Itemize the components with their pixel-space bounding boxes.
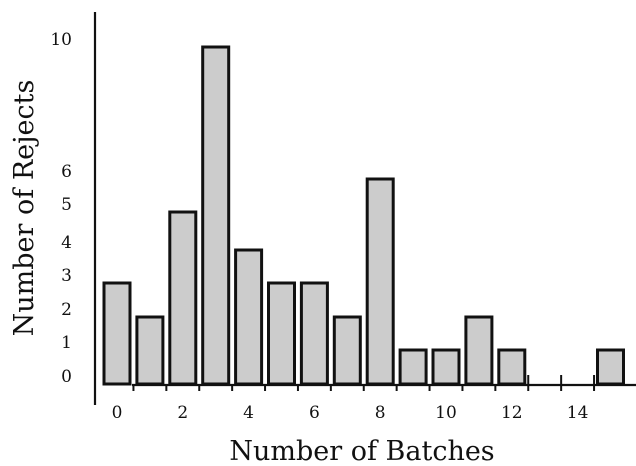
y-tick-label: 5 bbox=[61, 195, 72, 215]
bar-11 bbox=[464, 315, 494, 386]
x-tick-label: 4 bbox=[243, 403, 254, 423]
bar-9 bbox=[398, 348, 428, 386]
x-tick-label: 14 bbox=[567, 403, 589, 423]
y-tick-label: 6 bbox=[61, 162, 72, 182]
x-tick-label: 0 bbox=[112, 403, 123, 423]
y-axis-title: Number of Rejects bbox=[9, 80, 40, 337]
bar-2 bbox=[168, 210, 198, 386]
x-tick-label: 6 bbox=[309, 403, 320, 423]
bar-12 bbox=[497, 348, 527, 386]
bars-layer bbox=[102, 45, 625, 386]
bar-10 bbox=[431, 348, 461, 386]
bar-7 bbox=[332, 315, 362, 386]
y-tick-label: 0 bbox=[61, 367, 72, 387]
bar-8 bbox=[365, 177, 395, 386]
x-tick-label: 12 bbox=[501, 403, 523, 423]
y-tick-label: 4 bbox=[61, 233, 72, 253]
bar-1 bbox=[135, 315, 165, 386]
ticks-layer bbox=[132, 375, 596, 391]
x-axis-title: Number of Batches bbox=[229, 436, 494, 466]
x-tick-label: 2 bbox=[177, 403, 188, 423]
y-tick-labels: 0 1 2 3 4 5 6 10 bbox=[50, 30, 72, 387]
bar-5 bbox=[267, 281, 296, 386]
bar-4 bbox=[234, 248, 264, 386]
y-tick-label: 1 bbox=[61, 333, 72, 353]
bar-15 bbox=[596, 348, 625, 386]
x-tick-labels: 0 2 4 6 8 10 12 14 bbox=[112, 403, 589, 423]
x-tick-label: 10 bbox=[435, 403, 457, 423]
bar-6 bbox=[299, 281, 329, 386]
x-tick-label: 8 bbox=[375, 403, 386, 423]
y-tick-label: 10 bbox=[50, 30, 72, 50]
y-tick-label: 3 bbox=[61, 266, 72, 286]
bar-3 bbox=[201, 45, 231, 386]
y-tick-label: 2 bbox=[61, 300, 72, 320]
bar-0 bbox=[102, 281, 132, 386]
